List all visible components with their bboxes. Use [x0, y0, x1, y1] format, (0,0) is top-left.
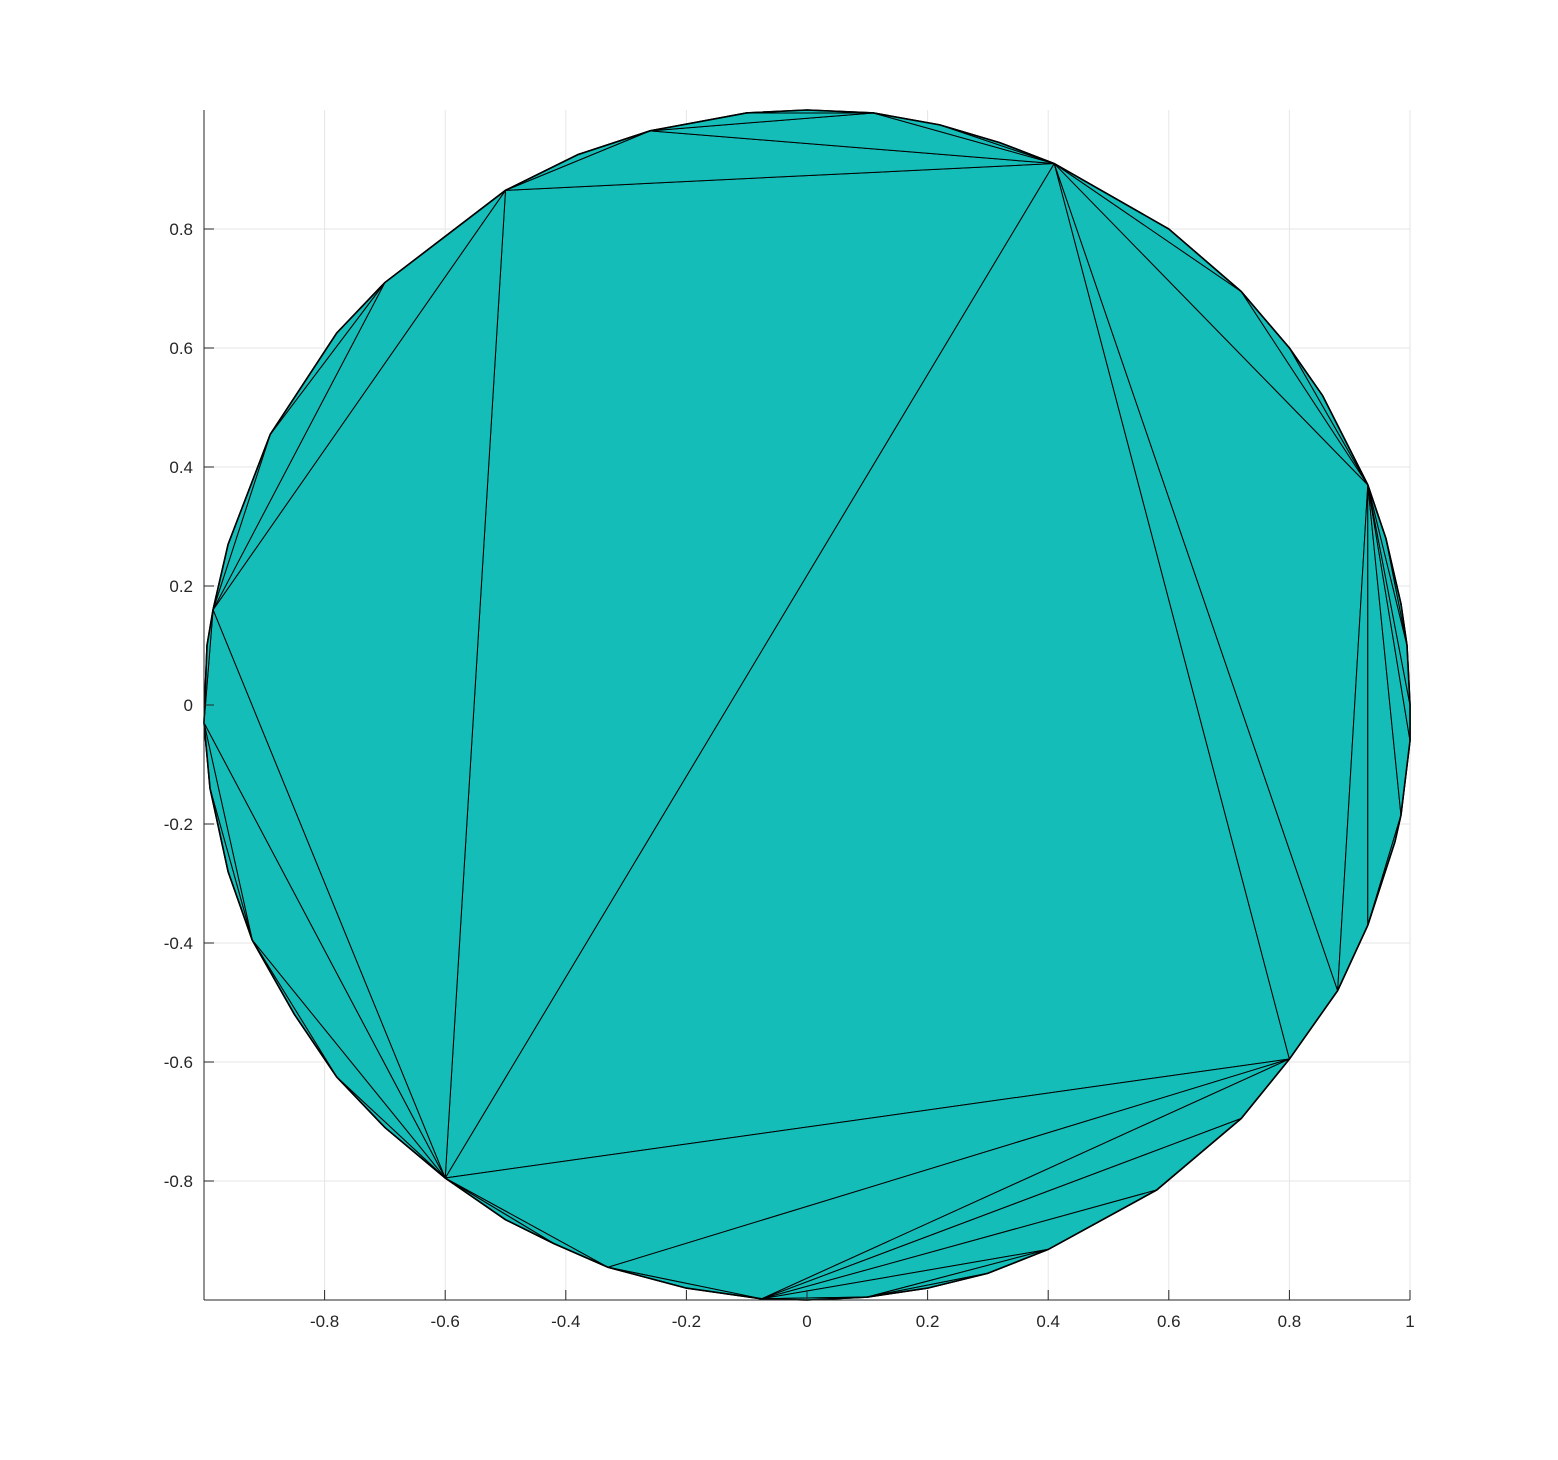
triangulated-disk: [203, 109, 1411, 1301]
x-tick-label: -0.4: [551, 1312, 580, 1331]
y-tick-label: -0.2: [164, 815, 193, 834]
y-tick-label: -0.8: [164, 1172, 193, 1191]
y-tick-label: 0.4: [169, 458, 193, 477]
x-tick-label: 0.4: [1036, 1312, 1060, 1331]
x-tick-label: -0.8: [310, 1312, 339, 1331]
y-tick-label: 0: [184, 696, 193, 715]
x-tick-label: -0.6: [431, 1312, 460, 1331]
x-tick-label: -0.2: [672, 1312, 701, 1331]
y-tick-label: 0.8: [169, 220, 193, 239]
y-tick-label: 0.6: [169, 339, 193, 358]
y-tick-label: -0.4: [164, 934, 193, 953]
x-axis-ticks: -0.8 -0.6 -0.4 -0.2 0 0.2 0.4 0.6 0.8 1: [310, 1290, 1415, 1331]
x-tick-label: 0.8: [1278, 1312, 1302, 1331]
y-tick-label: -0.6: [164, 1053, 193, 1072]
x-tick-label: 1: [1405, 1312, 1414, 1331]
x-tick-label: 0.2: [916, 1312, 940, 1331]
x-tick-label: 0: [802, 1312, 811, 1331]
y-axis-ticks: 0.8 0.6 0.4 0.2 0 -0.2 -0.4 -0.6 -0.8: [164, 220, 214, 1191]
x-tick-label: 0.6: [1157, 1312, 1181, 1331]
y-tick-label: 0.2: [169, 577, 193, 596]
